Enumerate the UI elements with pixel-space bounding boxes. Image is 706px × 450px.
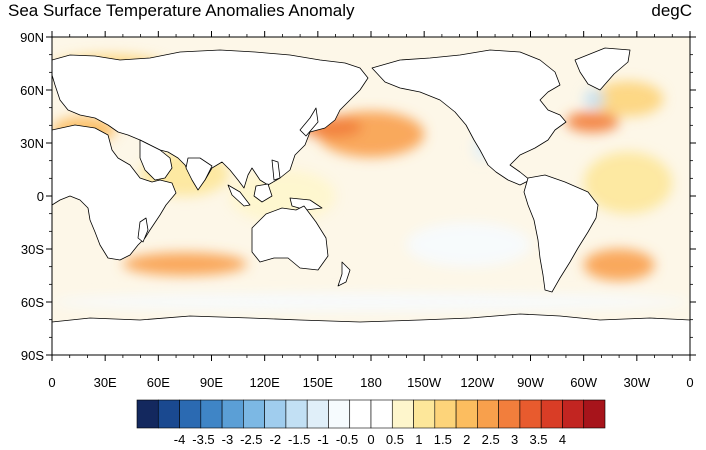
colorbar-swatch [434,399,457,429]
anomaly-labrador-cool [583,90,605,108]
lon-tick-label: 30W [623,375,650,390]
colorbar-label: -1 [317,432,329,447]
colorbar-swatch [519,399,542,429]
lat-tick-label: 90N [20,30,44,45]
land-india [185,157,213,191]
lat-tick-label: 30S [21,242,44,257]
land-layer [52,47,690,355]
lon-tick-label: 60W [570,375,597,390]
land-greenland [574,47,631,91]
plot-title: Sea Surface Temperature Anomalies Anomal… [8,1,355,20]
land-australia [251,205,329,271]
lon-tick-label: 60E [147,375,170,390]
colorbar-label: -2.5 [240,432,262,447]
colorbar-swatch [562,399,585,429]
colorbar-label: 1 [415,432,422,447]
land-sumatra [227,184,251,207]
lon-tick-label: 120W [460,375,495,390]
land-borneo [253,183,273,203]
land-japan [299,107,319,137]
anomaly-south-atlantic-brazil-malvinas [583,249,655,281]
lon-tick-label: 0 [48,375,55,390]
anomaly-north-atlantic-subpolar [592,81,664,117]
colorbar-swatch [157,399,180,429]
colorbar-label: -3.5 [192,432,214,447]
land-arabia [139,139,173,181]
lon-tick-label: 90E [200,375,223,390]
lon-tick-label: 120E [249,375,280,390]
colorbar-swatch [349,399,372,429]
lat-tick-label: 30N [20,136,44,151]
colorbar-swatch [179,399,202,429]
anomaly-east-pacific-cool-tongue [406,222,531,267]
colorbar-swatch [136,399,159,429]
lon-tick-label: 180 [360,375,382,390]
lon-tick-label: 30E [94,375,117,390]
lat-tick-label: 0 [37,189,44,204]
colorbar-swatch [540,399,563,429]
colorbar-label: -2 [269,432,281,447]
colorbar-swatch [370,399,393,429]
map-area [52,37,690,355]
land-antarctica [52,313,690,355]
colorbar-label: 2 [463,432,470,447]
colorbar-label: -4 [174,432,186,447]
lon-tick-label: 150W [407,375,442,390]
colorbar-swatch [200,399,223,429]
land-north-america [371,49,567,186]
colorbar-swatch [391,399,414,429]
units-label: degC [651,1,692,20]
lat-tick-label: 60S [21,295,44,310]
colorbar-swatch [221,399,244,429]
anomaly-southern-ocean-cool [52,293,690,311]
colorbar-label: -3 [222,432,234,447]
colorbar-label: 4 [559,432,566,447]
anomaly-north-atlantic-gulf-stream [565,111,620,133]
land-madagascar [137,217,149,243]
land-new-guinea [289,197,323,211]
anomaly-tropical-atlantic [583,151,673,214]
colorbar-label: 3 [511,432,518,447]
anomaly-south-indian-ocean-band [122,252,247,276]
colorbar-label: 0.5 [386,432,404,447]
colorbar-swatch [498,399,521,429]
colorbar-label: 0 [367,432,374,447]
colorbar-label: -1.5 [288,432,310,447]
lon-tick-label: 0 [686,375,693,390]
land-new-zealand [337,261,351,287]
colorbar-swatch [583,399,606,429]
colorbar-label: 2.5 [482,432,500,447]
colorbar-swatch [243,399,265,429]
colorbar-swatch [328,399,351,429]
lon-tick-label: 90W [517,375,544,390]
colorbar-swatch [264,399,287,429]
land-eurasia [52,49,369,189]
colorbar-swatch [455,399,478,429]
colorbar-label: -0.5 [336,432,358,447]
colorbar: -4 -3.5 -3 -2.5 -2 -1.5 -1 -0.5 0 0.5 1 1.5 2 2.5 3 3.5… [136,399,606,447]
lon-tick-label: 150E [303,375,334,390]
land-philippines [271,159,281,181]
colorbar-label: 3.5 [529,432,547,447]
lat-tick-label: 60N [20,83,44,98]
colorbar-swatch [306,399,329,429]
longitude-axis: 0 30E 60E 90E 120E 150E 180 150W 120W 90W 60W 30W 0 [48,31,694,390]
land-south-america [523,174,599,293]
colorbar-swatch [477,399,499,429]
colorbar-swatch [285,399,308,429]
colorbar-swatch [413,399,436,429]
lat-tick-label: 90S [21,348,44,363]
colorbar-label: 1.5 [434,432,452,447]
latitude-axis: 90N 60N 30N 0 30S 60S 90S [20,30,696,363]
